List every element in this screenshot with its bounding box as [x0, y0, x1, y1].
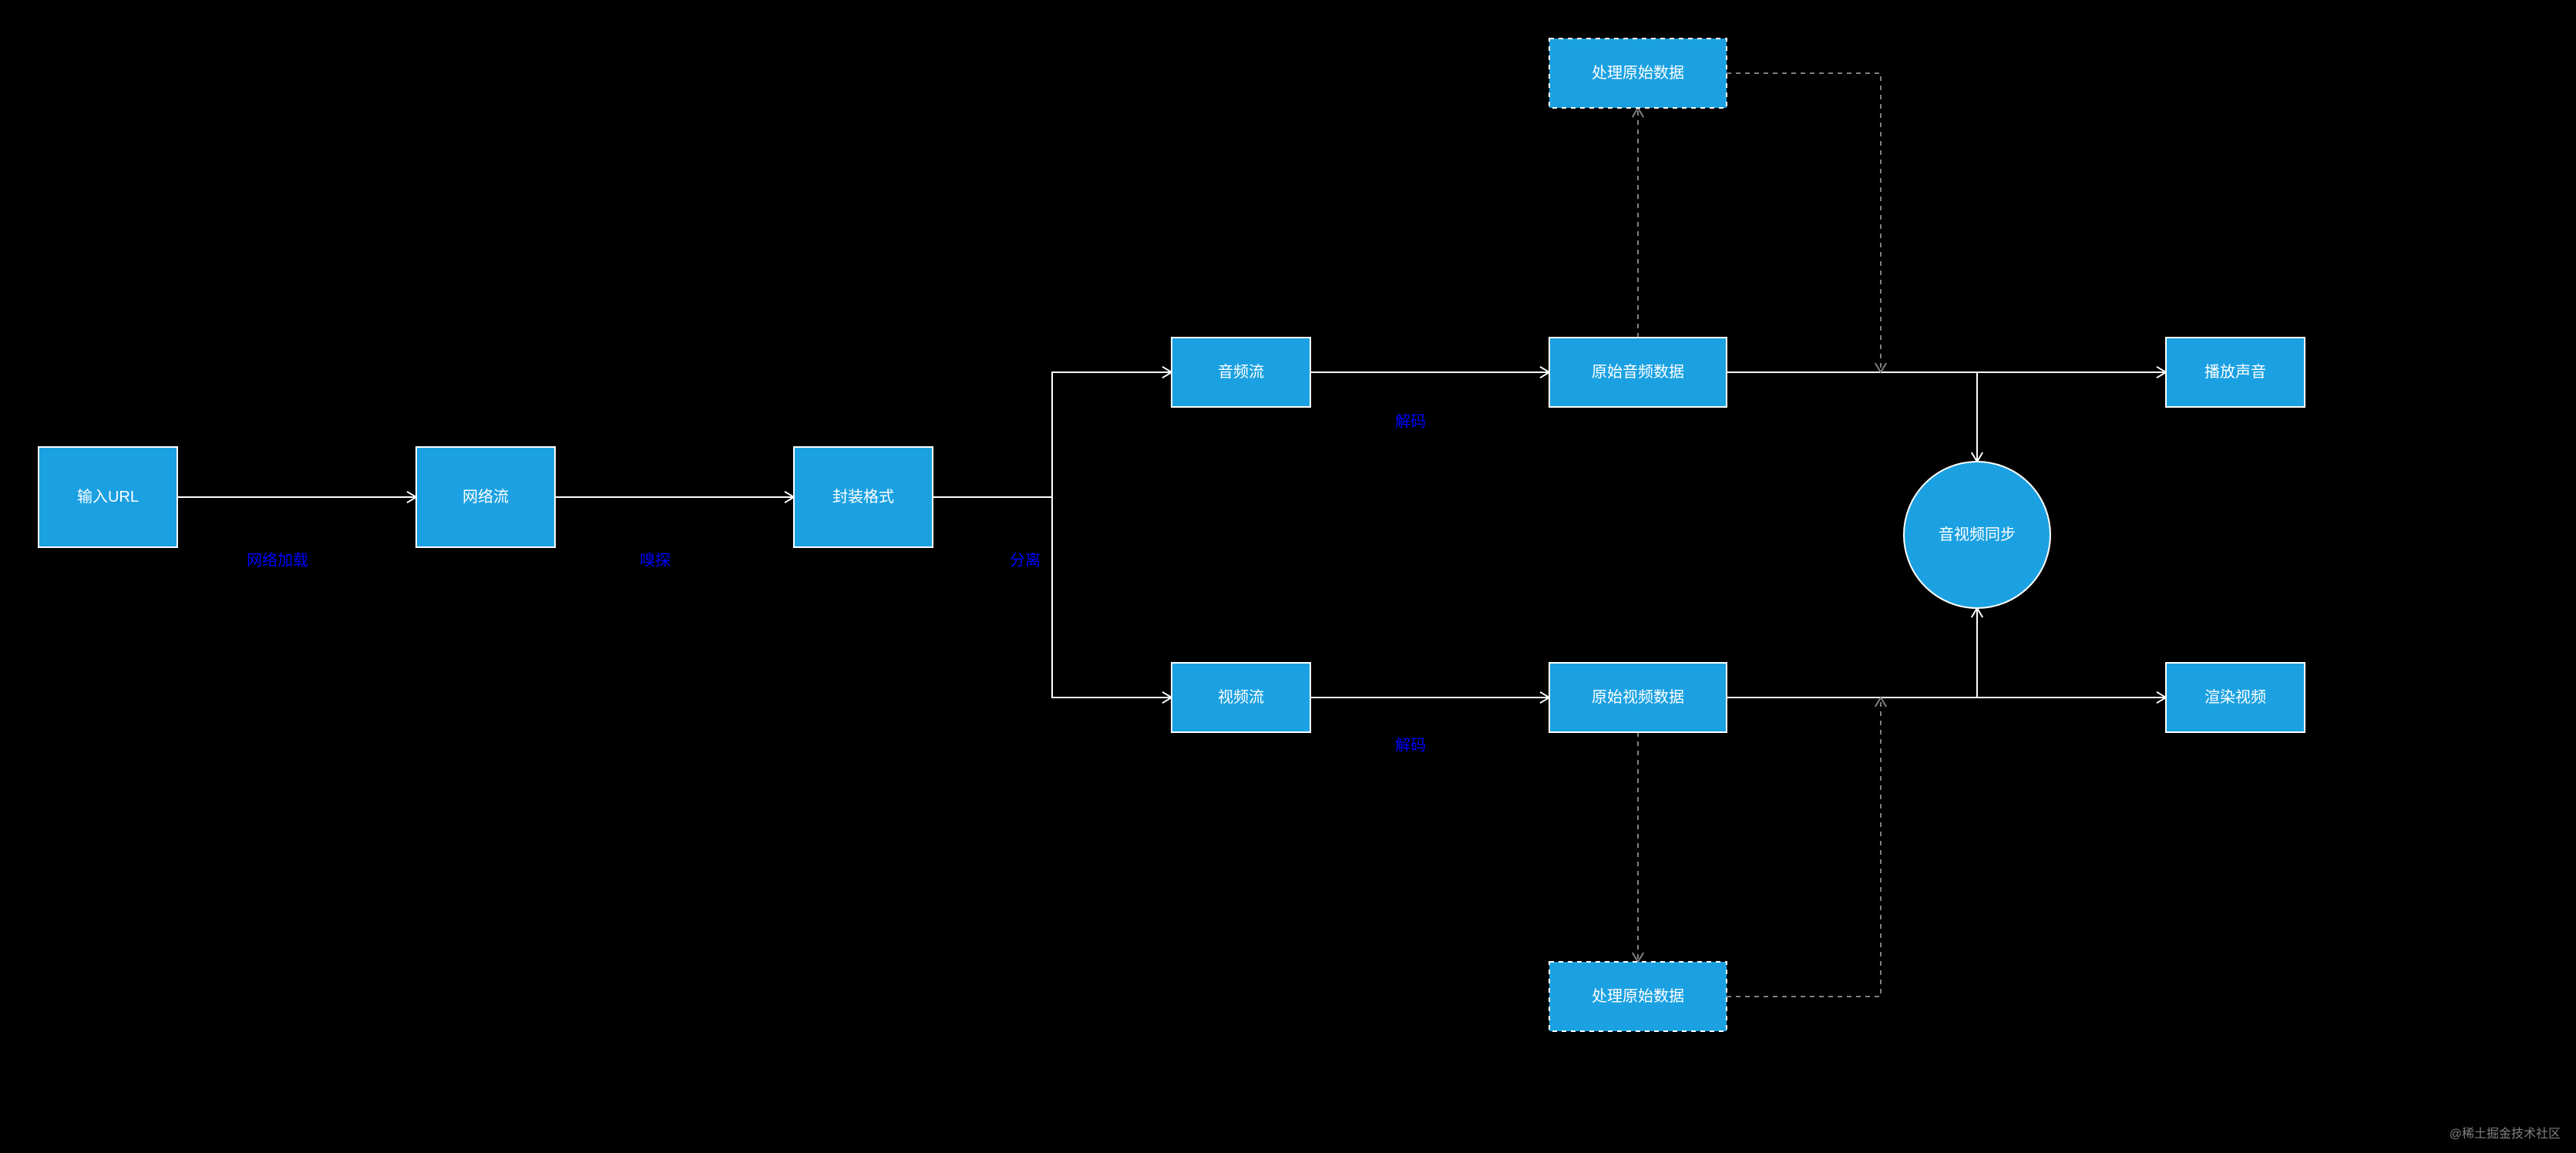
node-input_url: 输入URL: [39, 447, 177, 547]
node-raw_video: 原始视频数据: [1549, 663, 1727, 732]
node-label-proc_video: 处理原始数据: [1592, 987, 1684, 1005]
watermark-text: @稀土掘金技术社区: [2450, 1127, 2561, 1141]
node-play_audio: 播放声音: [2166, 338, 2305, 407]
node-label-raw_audio: 原始音频数据: [1592, 363, 1684, 381]
node-proc_video: 处理原始数据: [1549, 962, 1727, 1031]
edge-label-e3a: 分离: [1010, 552, 1041, 570]
node-audio_stream: 音频流: [1172, 338, 1310, 407]
node-label-input_url: 输入URL: [77, 488, 139, 506]
edge-label-e2: 嗅探: [640, 552, 671, 570]
node-label-raw_video: 原始视频数据: [1592, 688, 1684, 706]
node-video_stream: 视频流: [1172, 663, 1310, 732]
node-proc_audio: 处理原始数据: [1549, 39, 1727, 108]
node-label-proc_audio: 处理原始数据: [1592, 64, 1684, 82]
node-label-video_stream: 视频流: [1218, 688, 1264, 706]
node-av_sync: 音视频同步: [1904, 462, 2050, 608]
node-label-net_stream: 网络流: [462, 488, 509, 506]
node-label-container: 封装格式: [832, 488, 894, 506]
diagram-background: [0, 0, 2576, 1153]
node-net_stream: 网络流: [416, 447, 555, 547]
node-container: 封装格式: [794, 447, 933, 547]
node-render_video: 渲染视频: [2166, 663, 2305, 732]
node-label-av_sync: 音视频同步: [1939, 526, 2016, 543]
node-label-audio_stream: 音频流: [1218, 363, 1264, 381]
edge-label-e1: 网络加载: [247, 552, 308, 570]
flowchart-diagram: 网络加载嗅探分离解码解码输入URL网络流封装格式音频流视频流原始音频数据原始视频…: [0, 0, 2576, 1153]
node-label-play_audio: 播放声音: [2204, 363, 2266, 381]
node-raw_audio: 原始音频数据: [1549, 338, 1727, 407]
node-label-render_video: 渲染视频: [2204, 688, 2266, 706]
edge-label-e5: 解码: [1395, 737, 1426, 755]
edge-label-e4: 解码: [1395, 413, 1426, 431]
